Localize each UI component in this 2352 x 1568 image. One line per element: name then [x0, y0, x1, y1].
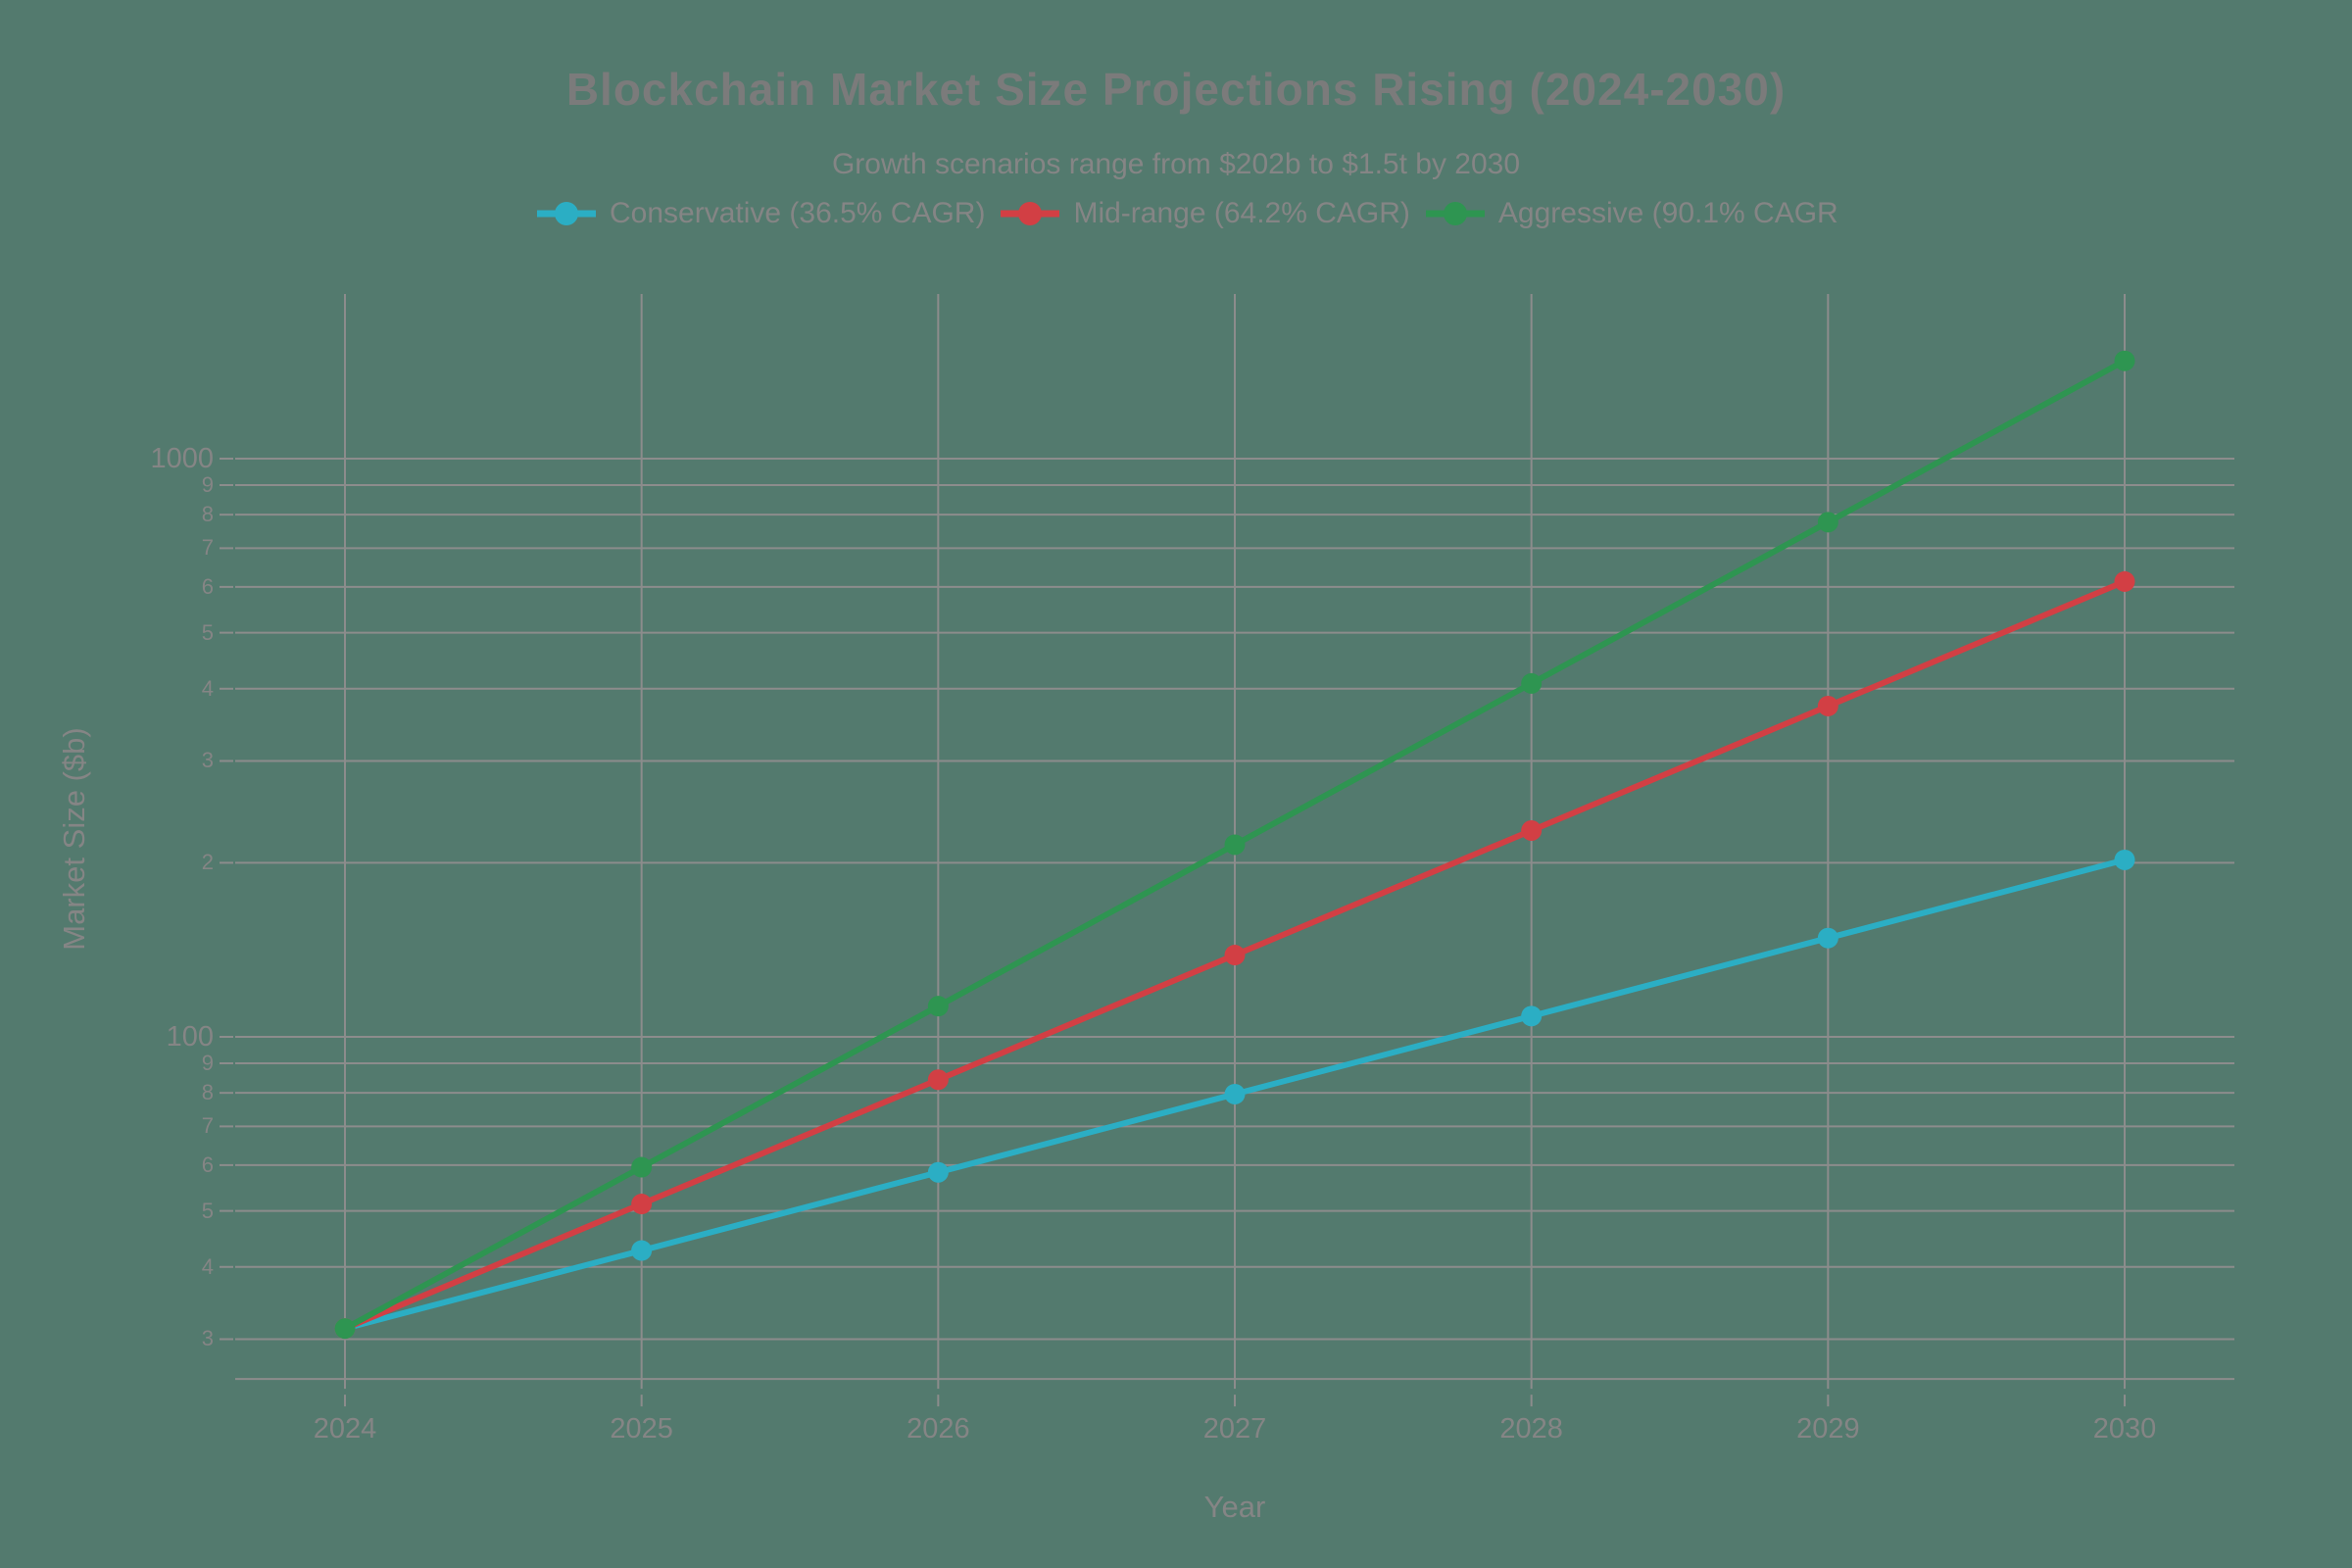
y-tick-label: 8 [201, 1080, 214, 1105]
data-point-aggressive-2026[interactable] [927, 996, 949, 1017]
y-tick-label: 9 [201, 1050, 214, 1075]
y-tick-label: 6 [201, 1152, 214, 1177]
legend-item-aggressive[interactable]: Aggressive (90.1% CAGR [1425, 197, 1838, 230]
legend-swatch-mid-range [1001, 202, 1060, 225]
data-point-mid-range-2025[interactable] [631, 1194, 653, 1215]
data-point-mid-range-2028[interactable] [1521, 819, 1543, 841]
y-tick-label: 4 [201, 675, 214, 701]
data-point-conservative-2028[interactable] [1521, 1005, 1543, 1027]
y-tick-label: 5 [201, 619, 214, 645]
data-point-aggressive-2025[interactable] [631, 1156, 653, 1178]
x-tick-label: 2028 [1499, 1413, 1563, 1445]
y-axis-title: Market Size ($b) [57, 727, 91, 951]
data-point-aggressive-2024[interactable] [334, 1318, 356, 1340]
y-tick-label: 1000 [150, 443, 214, 474]
x-axis-title: Year [1203, 1490, 1266, 1524]
x-tick-label: 2025 [610, 1413, 673, 1445]
y-tick-label: 6 [201, 573, 214, 599]
data-point-conservative-2026[interactable] [927, 1161, 949, 1183]
chart-subtitle: Growth scenarios range from $202b to $1.… [831, 148, 1521, 180]
x-tick-label: 2027 [1202, 1413, 1267, 1445]
y-tick-label: 3 [201, 1326, 214, 1351]
data-point-mid-range-2030[interactable] [2114, 570, 2135, 592]
data-point-mid-range-2026[interactable] [927, 1069, 949, 1091]
y-tick-label: 100 [166, 1021, 214, 1053]
data-point-mid-range-2029[interactable] [1817, 695, 1838, 716]
legend-label: Mid-range (64.2% CAGR) [1073, 197, 1410, 229]
data-point-aggressive-2030[interactable] [2114, 350, 2135, 371]
data-point-conservative-2029[interactable] [1817, 927, 1838, 949]
legend-swatch-conservative [537, 202, 596, 225]
y-tick-label: 2 [201, 850, 214, 875]
legend-label: Conservative (36.5% CAGR) [610, 197, 986, 229]
data-point-conservative-2030[interactable] [2114, 849, 2135, 870]
y-tick-label: 5 [201, 1198, 214, 1223]
y-tick-label: 3 [201, 748, 214, 773]
data-point-conservative-2027[interactable] [1224, 1083, 1246, 1104]
legend-label: Aggressive (90.1% CAGR [1497, 197, 1838, 229]
legend: Conservative (36.5% CAGR) Mid-range (64.2… [537, 194, 1838, 233]
y-tick-label: 7 [201, 1113, 214, 1139]
legend-item-conservative[interactable]: Conservative (36.5% CAGR) [537, 197, 985, 230]
x-tick-label: 2030 [2092, 1413, 2157, 1445]
data-point-conservative-2025[interactable] [631, 1240, 653, 1261]
data-point-aggressive-2029[interactable] [1817, 512, 1838, 533]
y-tick-label: 9 [201, 471, 214, 497]
data-point-mid-range-2027[interactable] [1224, 945, 1246, 966]
x-tick-label: 2029 [1796, 1413, 1860, 1445]
legend-item-mid-range[interactable]: Mid-range (64.2% CAGR) [1001, 197, 1410, 230]
data-point-aggressive-2028[interactable] [1521, 672, 1543, 694]
y-tick-label: 7 [201, 535, 214, 561]
y-tick-label: 4 [201, 1253, 214, 1279]
y-tick-label: 8 [201, 502, 214, 527]
chart-title: Blockchain Market Size Projections Risin… [565, 64, 1787, 115]
x-tick-label: 2026 [906, 1413, 970, 1445]
legend-swatch-aggressive [1425, 202, 1485, 225]
x-tick-label: 2024 [313, 1413, 377, 1445]
data-point-aggressive-2027[interactable] [1224, 834, 1246, 856]
